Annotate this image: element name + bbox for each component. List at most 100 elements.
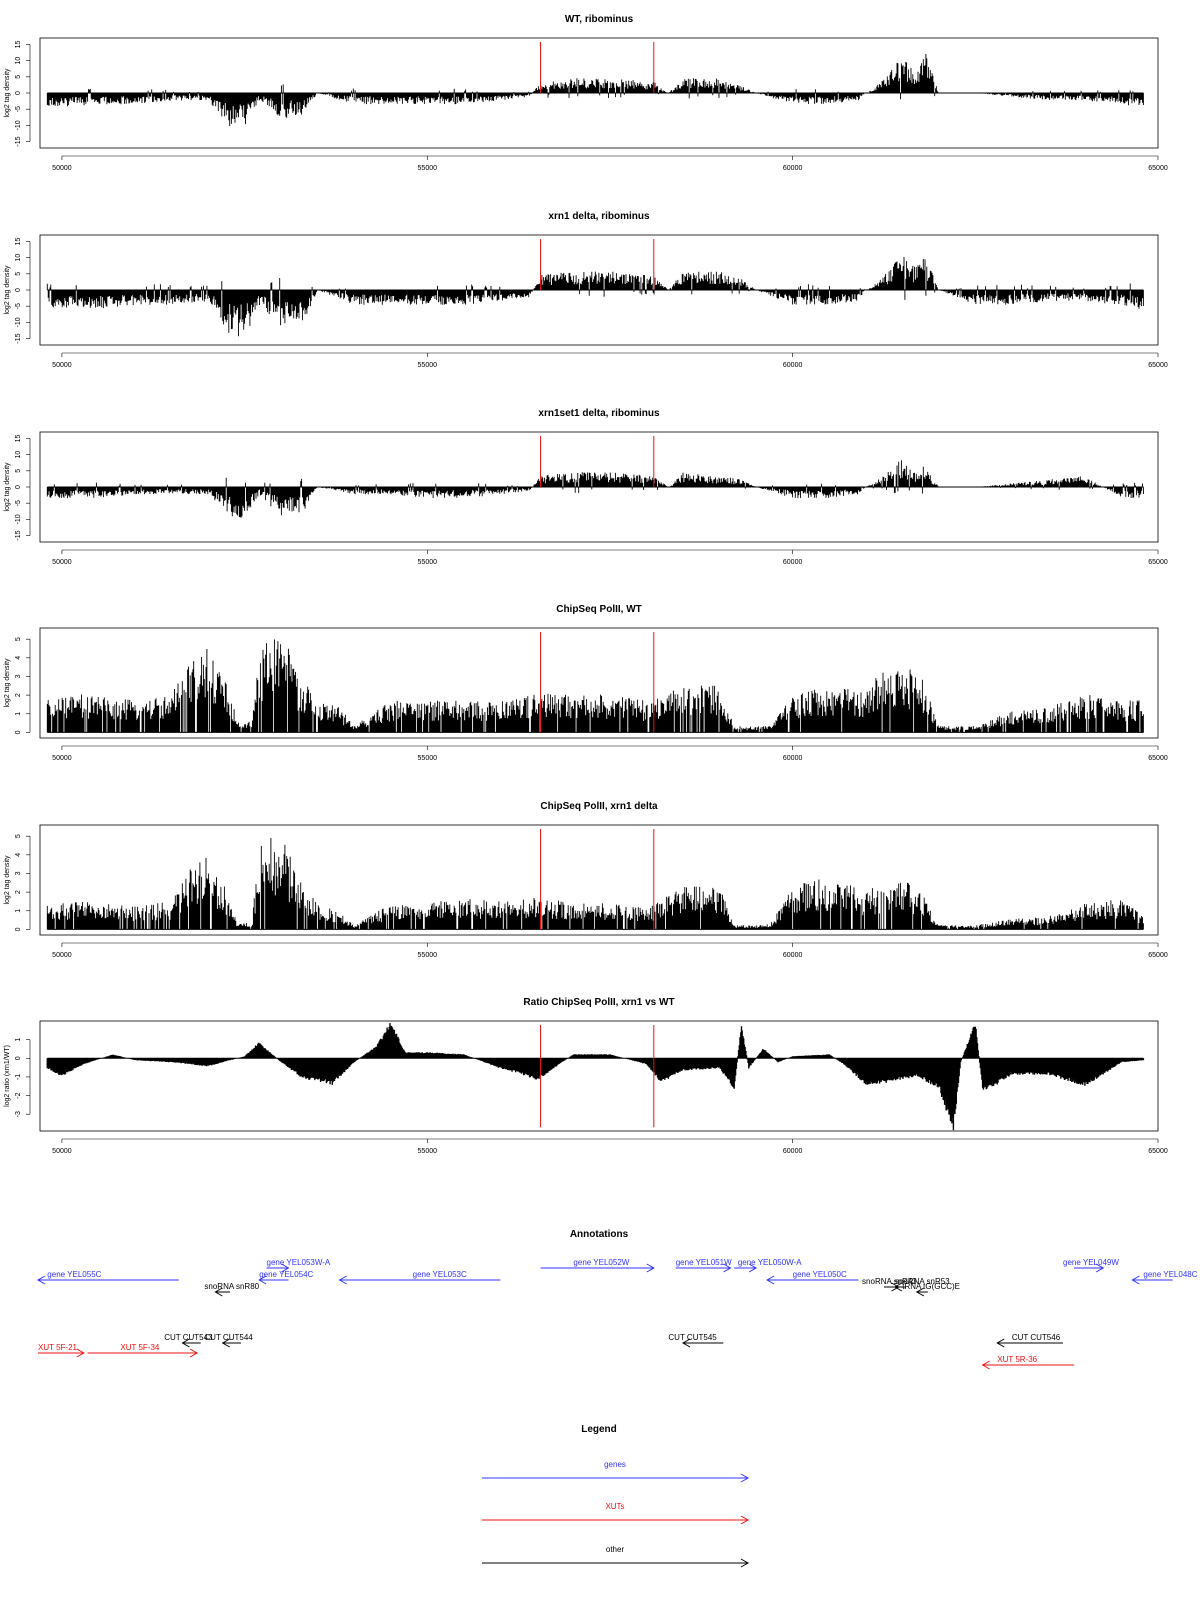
chart-title: WT, ribominus xyxy=(565,14,634,25)
annotation-arrowhead xyxy=(981,1360,990,1370)
x-tick-label: 65000 xyxy=(1148,559,1168,566)
annotation-arrowhead xyxy=(646,1263,655,1273)
annotation-other: snoRNA snR53 xyxy=(893,1277,950,1292)
plot-frame xyxy=(39,1020,1159,1132)
legend-arrowhead xyxy=(740,1473,750,1483)
annotation-arrowhead xyxy=(996,1338,1005,1348)
annotation-arrowhead xyxy=(214,1287,223,1297)
y-tick-label: 15 xyxy=(15,434,22,442)
annotation-arrowhead xyxy=(1131,1275,1140,1285)
annotation-label: gene YEL050C xyxy=(793,1270,847,1279)
y-tick-label: 0 xyxy=(15,288,22,292)
y-axis-label: log2 ratio (xrn1/WT) xyxy=(4,1045,11,1107)
x-tick-label: 55000 xyxy=(418,165,438,172)
annotation-arrowhead xyxy=(181,1338,190,1348)
x-tick-label: 55000 xyxy=(418,362,438,369)
x-tick-label: 50000 xyxy=(52,1148,72,1155)
chart-title: ChipSeq PolII, xrn1 delta xyxy=(540,801,658,812)
x-tick-label: 55000 xyxy=(418,559,438,566)
plot-frame xyxy=(39,234,1159,346)
data-needles xyxy=(46,54,1144,127)
annotation-arrowhead xyxy=(723,1263,732,1273)
data-needles xyxy=(46,639,1144,733)
y-tick-label: -15 xyxy=(15,530,22,540)
data-needles xyxy=(46,256,1144,337)
annotation-xut: XUT 5F-34 xyxy=(87,1343,199,1358)
x-tick-label: 50000 xyxy=(52,755,72,762)
annotation-xut: XUT 5F-21 xyxy=(38,1343,85,1358)
chart-panel-4: ChipSeq PolII, WT 0 1 2 3 4 5 log2 tag density 5… xyxy=(4,604,1168,762)
chart-panel-5: ChipSeq PolII, xrn1 delta 0 1 2 3 4 5 log2 tag … xyxy=(4,801,1168,959)
annotation-arrowhead xyxy=(76,1348,85,1358)
annotation-label: snoRNA snR80 xyxy=(204,1282,259,1291)
chart-title: ChipSeq PolII, WT xyxy=(556,604,642,615)
y-tick-label: -1 xyxy=(15,1074,22,1080)
y-tick-label: -15 xyxy=(15,136,22,146)
y-axis-label: log2 tag density xyxy=(4,855,11,905)
y-axis-label: log2 tag density xyxy=(4,658,11,708)
x-tick-label: 60000 xyxy=(783,165,803,172)
annotation-label: gene YEL054C xyxy=(259,1270,313,1279)
x-tick-label: 55000 xyxy=(418,952,438,959)
y-tick-label: 5 xyxy=(15,469,22,473)
y-tick-label: 2 xyxy=(15,890,22,894)
legend-label: XUTs xyxy=(605,1502,624,1511)
plot-frame xyxy=(39,824,1159,936)
y-axis-label: log2 tag density xyxy=(4,462,11,512)
legend-item-xut: XUTs xyxy=(482,1502,750,1525)
annotation-label: gene YEL053W-A xyxy=(267,1258,331,1267)
chart-panel-2: xrn1 delta, ribominus -15 -10 -5 0 5 10 15 log2 … xyxy=(4,211,1168,369)
annotation-other: CUT CUT546 xyxy=(996,1333,1064,1348)
y-tick-label: 4 xyxy=(15,853,22,857)
y-tick-label: -5 xyxy=(15,303,22,309)
legend-item-gene: genes xyxy=(482,1460,750,1483)
x-tick-label: 50000 xyxy=(52,165,72,172)
chart-panel-6: Ratio ChipSeq PolII, xrn1 vs WT -3 -2 -1 0 1l… xyxy=(4,997,1168,1155)
annotation-label: gene YEL051W xyxy=(676,1258,732,1267)
x-tick-label: 60000 xyxy=(783,559,803,566)
annotation-label: XUT 5F-21 xyxy=(38,1343,78,1352)
y-tick-label: -10 xyxy=(15,317,22,327)
y-tick-label: 10 xyxy=(15,254,22,262)
legend-label: other xyxy=(606,1545,625,1554)
y-tick-label: 3 xyxy=(15,674,22,678)
x-tick-label: 60000 xyxy=(783,952,803,959)
annotation-arrowhead xyxy=(281,1263,290,1273)
annotation-arrowhead xyxy=(766,1275,775,1285)
annotation-gene: gene YEL054C xyxy=(258,1270,314,1285)
annotation-other: CUT CUT545 xyxy=(668,1333,724,1348)
y-tick-label: 1 xyxy=(15,909,22,913)
data-needles xyxy=(46,838,1144,930)
annotation-arrowhead xyxy=(748,1263,758,1273)
y-tick-label: 0 xyxy=(15,730,22,734)
annotation-xut: XUT 5R-36 xyxy=(981,1355,1074,1370)
annotation-gene: gene YEL052W xyxy=(540,1258,655,1273)
x-tick-label: 50000 xyxy=(52,952,72,959)
annotation-arrowhead xyxy=(893,1282,903,1292)
y-tick-label: 10 xyxy=(15,57,22,65)
annotation-label: CUT CUT545 xyxy=(668,1333,717,1342)
y-tick-label: 0 xyxy=(15,485,22,489)
annotation-gene: gene YEL051W xyxy=(675,1258,732,1273)
annotations-panel: Annotations gene YEL055C gene YEL053W-A gen… xyxy=(36,1229,1198,1370)
y-tick-label: -5 xyxy=(15,500,22,506)
y-tick-label: -10 xyxy=(15,514,22,524)
x-tick-label: 55000 xyxy=(418,755,438,762)
y-tick-label: 1 xyxy=(15,1038,22,1042)
annotation-gene: gene YEL050C xyxy=(766,1270,859,1285)
annotation-label: snoRNA snR43 xyxy=(862,1277,917,1286)
annotation-label: gene YEL050W-A xyxy=(738,1258,802,1267)
y-tick-label: -3 xyxy=(15,1111,22,1117)
y-tick-label: 15 xyxy=(15,40,22,48)
data-needles xyxy=(46,460,1144,518)
annotation-label: gene YEL053C xyxy=(413,1270,467,1279)
annotation-label: snoRNA snR53 xyxy=(895,1277,950,1286)
data-needles xyxy=(46,1023,1145,1131)
annotation-gene: gene YEL049W xyxy=(1063,1258,1119,1273)
annotation-label: XUT 5R-36 xyxy=(997,1355,1037,1364)
y-tick-label: 5 xyxy=(15,637,22,641)
legend-item-other: other xyxy=(482,1545,750,1568)
annotation-label: CUT CUT543 xyxy=(164,1333,213,1342)
legend: Legend genes XUTs other xyxy=(482,1424,750,1568)
legend-label: genes xyxy=(604,1460,626,1469)
